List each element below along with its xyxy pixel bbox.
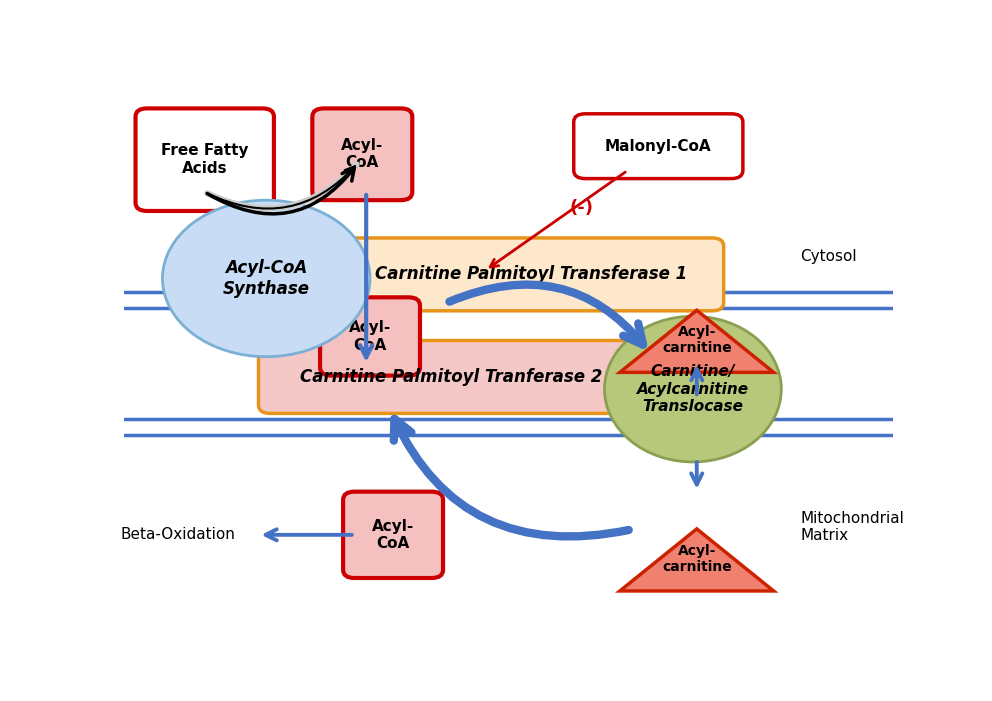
Ellipse shape (604, 316, 782, 462)
Text: Free Fatty
Acids: Free Fatty Acids (161, 144, 248, 176)
Text: Acyl-
carnitine: Acyl- carnitine (662, 543, 732, 574)
Text: Acyl-
CoA: Acyl- CoA (341, 138, 384, 170)
Text: Carnitine Palmitoyl Transferase 1: Carnitine Palmitoyl Transferase 1 (375, 266, 687, 283)
Text: Acyl-
carnitine: Acyl- carnitine (662, 325, 732, 355)
Ellipse shape (163, 200, 370, 357)
FancyBboxPatch shape (259, 341, 643, 414)
Text: Carnitine/
Acylcarnitine
Translocase: Carnitine/ Acylcarnitine Translocase (637, 365, 749, 414)
Text: Acyl-
CoA: Acyl- CoA (372, 519, 415, 551)
FancyBboxPatch shape (136, 109, 274, 211)
Text: Mitochondrial
Matrix: Mitochondrial Matrix (801, 510, 905, 543)
Text: Cytosol: Cytosol (801, 250, 857, 264)
Polygon shape (620, 529, 774, 591)
FancyBboxPatch shape (312, 109, 413, 200)
Text: Malonyl-CoA: Malonyl-CoA (605, 139, 711, 154)
FancyBboxPatch shape (573, 114, 743, 179)
Text: Acyl-CoA
Synthase: Acyl-CoA Synthase (223, 259, 310, 298)
FancyBboxPatch shape (320, 297, 420, 376)
Polygon shape (620, 311, 774, 372)
Text: (-): (-) (569, 199, 593, 217)
Text: Acyl-
CoA: Acyl- CoA (349, 320, 391, 353)
Text: Beta-Oxidation: Beta-Oxidation (121, 527, 235, 543)
Text: Carnitine Palmitoyl Tranferase 2: Carnitine Palmitoyl Tranferase 2 (300, 368, 602, 386)
FancyBboxPatch shape (339, 238, 724, 311)
FancyBboxPatch shape (343, 491, 443, 578)
